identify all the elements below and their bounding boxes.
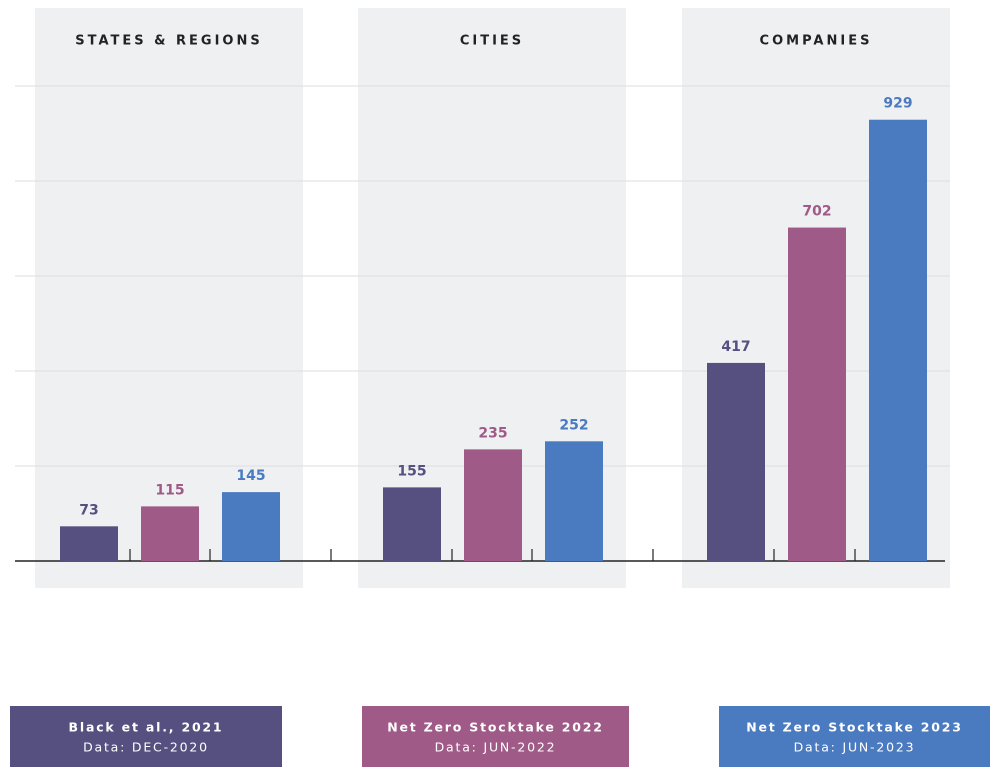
legend-note: Data: JUN-2023 [794,740,916,755]
value-label: 145 [236,468,265,484]
legend-box [10,706,282,767]
bar [545,441,603,561]
legend-note: Data: JUN-2022 [435,740,557,755]
value-label: 929 [883,96,912,112]
legend-name: Black et al., 2021 [69,720,224,735]
legend-name: Net Zero Stocktake 2023 [746,720,963,735]
category-label: STATES & REGIONS [75,34,262,49]
bar [60,526,118,561]
legend-note: Data: DEC-2020 [83,740,209,755]
bar [869,119,927,561]
bar [464,449,522,561]
value-label: 155 [397,463,426,479]
value-label: 115 [155,482,184,498]
value-label: 235 [478,425,507,441]
bar [788,227,846,562]
legend-name: Net Zero Stocktake 2022 [387,720,604,735]
value-label: 702 [802,204,831,220]
value-label: 252 [559,417,588,433]
bar [141,506,199,561]
bar [707,362,765,561]
value-label: 417 [721,339,750,355]
category-label: COMPANIES [760,34,873,49]
category-label: CITIES [460,34,524,49]
bar [222,492,280,561]
value-label: 73 [79,502,98,518]
bar [383,487,441,561]
legend-box [362,706,629,767]
legend-box [719,706,990,767]
panel-background [35,8,303,588]
